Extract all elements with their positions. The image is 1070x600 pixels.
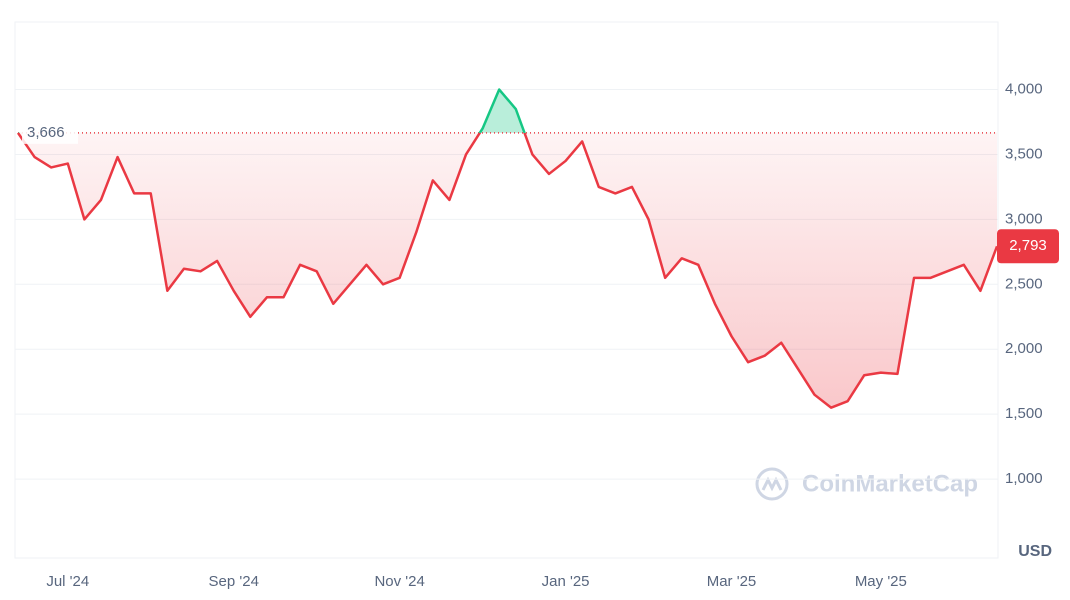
watermark: CoinMarketCap: [802, 470, 978, 497]
area-above: [479, 89, 525, 133]
plot-frame: [14, 21, 999, 559]
x-tick-label: Jul '24: [46, 573, 89, 590]
x-tick-label: Mar '25: [707, 573, 757, 590]
reference-label-bg: [22, 121, 78, 144]
price-line-above: [18, 88, 526, 133]
price-line: [16, 132, 999, 409]
x-tick-label: May '25: [855, 573, 907, 590]
last-price-label: 2,793: [1009, 237, 1047, 254]
y-unit: USD: [1018, 543, 1052, 560]
y-tick-label: 4,000: [1005, 80, 1043, 97]
area-below: [18, 132, 997, 408]
x-tick-label: Sep '24: [209, 573, 259, 590]
y-tick-label: 1,000: [1005, 470, 1043, 487]
last-price-badge: [997, 229, 1059, 264]
y-tick-label: 1,500: [1005, 405, 1043, 422]
x-tick-label: Nov '24: [374, 573, 424, 590]
watermark-logo: [755, 467, 789, 501]
y-tick-label: 2,500: [1005, 275, 1043, 292]
y-tick-label: 3,000: [1005, 210, 1043, 227]
reference-label: 3,666: [27, 124, 65, 141]
y-tick-label: 3,500: [1005, 145, 1043, 162]
y-tick-label: 2,000: [1005, 340, 1043, 357]
x-tick-label: Jan '25: [542, 573, 590, 590]
